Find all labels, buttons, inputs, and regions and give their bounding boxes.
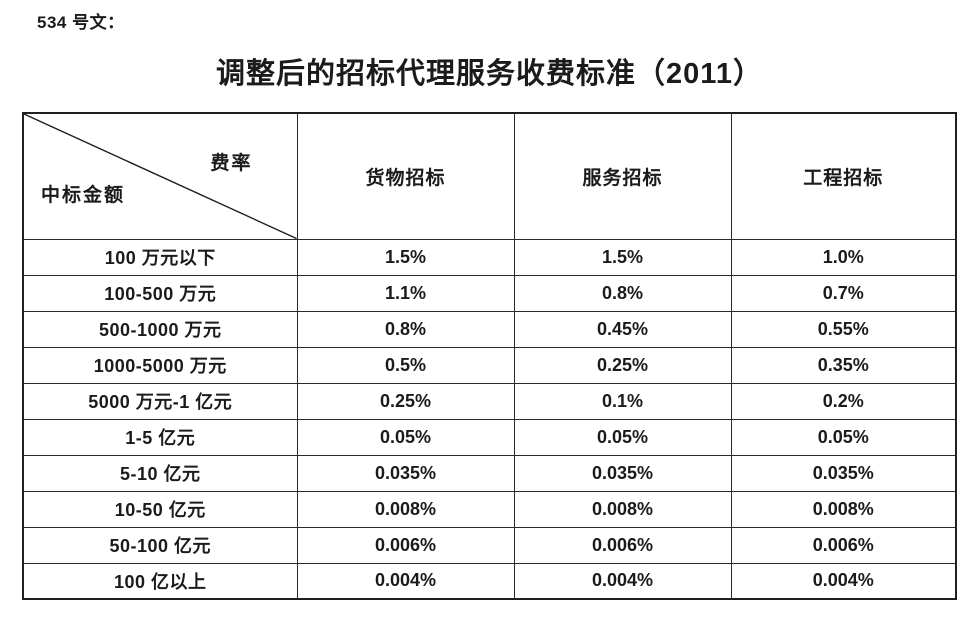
amount-range-cell: 100 亿以上 [22, 562, 298, 600]
services-rate-cell: 0.008% [513, 490, 732, 528]
goods-rate-cell: 1.1% [296, 274, 515, 312]
amount-range-cell: 500-1000 万元 [22, 310, 298, 348]
table-row: 100-500 万元 1.1% 0.8% 0.7% [22, 274, 957, 312]
table-row: 100 万元以下 1.5% 1.5% 1.0% [22, 238, 957, 276]
amount-range-cell: 50-100 亿元 [22, 526, 298, 564]
works-rate-cell: 0.008% [730, 490, 957, 528]
works-rate-cell: 0.035% [730, 454, 957, 492]
table-header-row: 费率 中标金额 货物招标 服务招标 工程招标 [22, 112, 957, 240]
corner-label-amount: 中标金额 [41, 184, 126, 206]
services-rate-cell: 0.25% [513, 346, 732, 384]
services-rate-cell: 0.1% [513, 382, 732, 420]
goods-rate-cell: 0.05% [296, 418, 515, 456]
works-rate-cell: 0.7% [730, 274, 957, 312]
fee-rate-table: 费率 中标金额 货物招标 服务招标 工程招标 100 万元以下 1.5% 1.5… [22, 112, 957, 600]
amount-range-cell: 100-500 万元 [22, 274, 298, 312]
table-row: 1-5 亿元 0.05% 0.05% 0.05% [22, 418, 957, 456]
amount-range-cell: 1-5 亿元 [22, 418, 298, 456]
column-header-services: 服务招标 [513, 112, 732, 240]
services-rate-cell: 0.8% [513, 274, 732, 312]
table-row: 5-10 亿元 0.035% 0.035% 0.035% [22, 454, 957, 492]
services-rate-cell: 0.006% [513, 526, 732, 564]
table-row: 5000 万元-1 亿元 0.25% 0.1% 0.2% [22, 382, 957, 420]
amount-range-cell: 5000 万元-1 亿元 [22, 382, 298, 420]
works-rate-cell: 1.0% [730, 238, 957, 276]
works-rate-cell: 0.004% [730, 562, 957, 600]
column-header-works: 工程招标 [730, 112, 957, 240]
goods-rate-cell: 0.006% [296, 526, 515, 564]
services-rate-cell: 0.004% [513, 562, 732, 600]
services-rate-cell: 0.45% [513, 310, 732, 348]
works-rate-cell: 0.2% [730, 382, 957, 420]
page-title: 调整后的招标代理服务收费标准（2011） [216, 58, 763, 90]
goods-rate-cell: 0.004% [296, 562, 515, 600]
works-rate-cell: 0.55% [730, 310, 957, 348]
diagonal-corner-cell: 费率 中标金额 [22, 112, 298, 240]
goods-rate-cell: 1.5% [296, 238, 515, 276]
amount-range-cell: 10-50 亿元 [22, 490, 298, 528]
table-row: 500-1000 万元 0.8% 0.45% 0.55% [22, 310, 957, 348]
works-rate-cell: 0.006% [730, 526, 957, 564]
services-rate-cell: 1.5% [513, 238, 732, 276]
goods-rate-cell: 0.8% [296, 310, 515, 348]
goods-rate-cell: 0.008% [296, 490, 515, 528]
amount-range-cell: 1000-5000 万元 [22, 346, 298, 384]
table-row: 1000-5000 万元 0.5% 0.25% 0.35% [22, 346, 957, 384]
services-rate-cell: 0.035% [513, 454, 732, 492]
diagonal-divider-line [24, 114, 297, 239]
table-row: 10-50 亿元 0.008% 0.008% 0.008% [22, 490, 957, 528]
goods-rate-cell: 0.25% [296, 382, 515, 420]
table-row: 50-100 亿元 0.006% 0.006% 0.006% [22, 526, 957, 564]
goods-rate-cell: 0.035% [296, 454, 515, 492]
goods-rate-cell: 0.5% [296, 346, 515, 384]
amount-range-cell: 100 万元以下 [22, 238, 298, 276]
works-rate-cell: 0.05% [730, 418, 957, 456]
amount-range-cell: 5-10 亿元 [22, 454, 298, 492]
services-rate-cell: 0.05% [513, 418, 732, 456]
table-row: 100 亿以上 0.004% 0.004% 0.004% [22, 562, 957, 600]
corner-label-rate: 费率 [210, 153, 253, 174]
column-header-goods: 货物招标 [296, 112, 515, 240]
works-rate-cell: 0.35% [730, 346, 957, 384]
doc-reference: 534 号文： [37, 13, 125, 32]
